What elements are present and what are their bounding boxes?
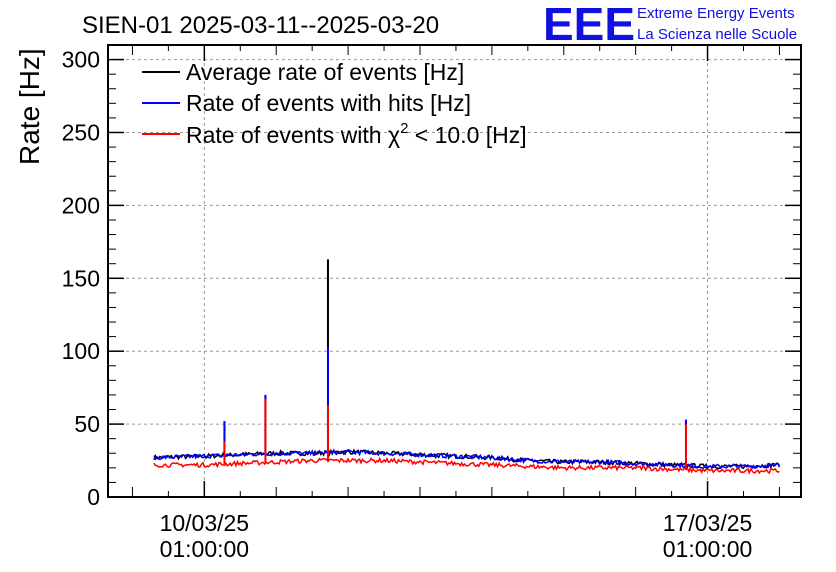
logo-mark: EEE	[543, 0, 635, 50]
data-series	[153, 259, 781, 475]
series-line	[153, 448, 781, 470]
y-tick-label: 300	[62, 47, 100, 73]
y-tick-label: 0	[87, 484, 100, 510]
eee-logo: EEE Extreme Energy Events La Scienza nel…	[543, 0, 797, 50]
x-tick-label-time: 01:00:00	[663, 536, 753, 562]
x-tick-label-date: 17/03/25	[663, 510, 753, 536]
plot-frame	[107, 44, 802, 498]
legend-label-hits: Rate of events with hits [Hz]	[186, 90, 471, 116]
logo-line-1: Extreme Energy Events	[637, 5, 795, 22]
legend-label-average: Average rate of events [Hz]	[186, 59, 464, 85]
axis-ticks: 05010015020025030010/03/2501:00:0017/03/…	[62, 45, 801, 562]
series-2	[153, 399, 780, 475]
y-tick-label: 150	[62, 265, 100, 291]
legend: Average rate of events [Hz] Rate of even…	[142, 59, 527, 148]
y-tick-label: 250	[62, 119, 100, 145]
y-tick-label: 100	[62, 338, 100, 364]
x-tick-label-date: 10/03/25	[160, 510, 250, 536]
x-tick-label-time: 01:00:00	[160, 536, 250, 562]
chart-title: SIEN-01 2025-03-11--2025-03-20	[82, 12, 439, 39]
y-tick-label: 50	[74, 411, 100, 437]
legend-label-chi2: Rate of events with χ2 < 10.0 [Hz]	[186, 120, 527, 148]
logo-line-2: La Scienza nelle Scuole	[637, 26, 797, 43]
y-tick-label: 200	[62, 192, 100, 218]
y-axis-label: Rate [Hz]	[14, 48, 45, 165]
series-line	[153, 456, 780, 475]
